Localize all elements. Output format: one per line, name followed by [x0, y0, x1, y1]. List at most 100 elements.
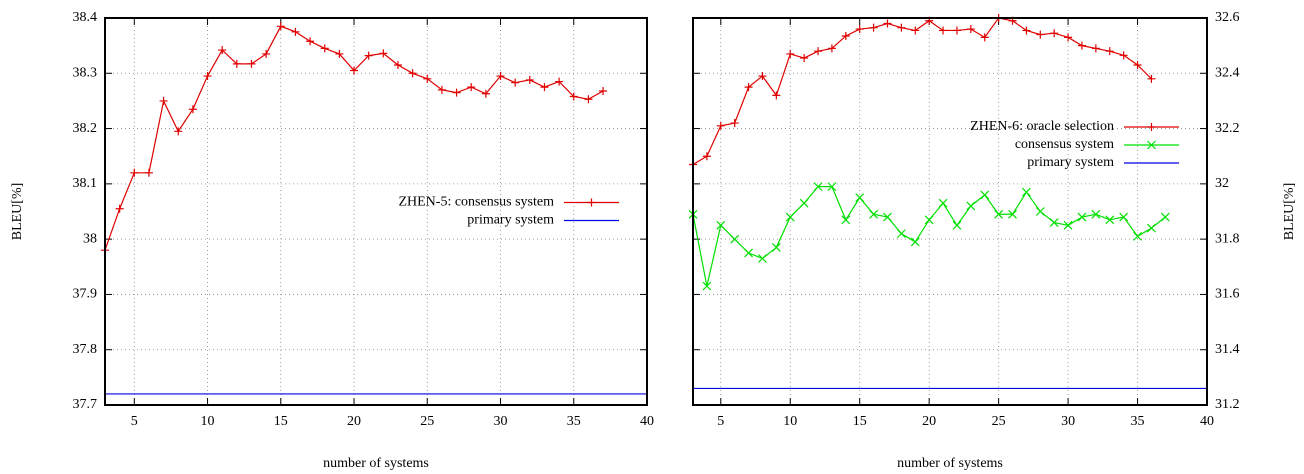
- marker: [511, 78, 520, 87]
- marker: [855, 193, 865, 203]
- marker: [869, 23, 878, 32]
- plot-frame: [104, 17, 648, 406]
- marker: [1119, 51, 1128, 60]
- marker: [1133, 60, 1142, 69]
- marker: [758, 254, 767, 263]
- y-tick-label: 31.4: [1215, 342, 1240, 357]
- series: [101, 22, 608, 255]
- x-tick-label: 35: [1131, 414, 1145, 429]
- marker: [980, 190, 990, 200]
- marker: [1077, 212, 1087, 222]
- marker: [1160, 212, 1170, 222]
- marker: [1008, 209, 1017, 219]
- marker: [785, 212, 795, 222]
- y-tick-label: 37.8: [73, 342, 98, 357]
- x-tick-label: 35: [567, 414, 581, 429]
- marker: [1036, 30, 1045, 39]
- x-tick-label: 10: [783, 414, 797, 429]
- marker: [1147, 223, 1156, 233]
- marker: [408, 69, 417, 78]
- marker: [584, 95, 593, 104]
- y-tick-label: 31.2: [1215, 397, 1240, 412]
- marker: [800, 54, 809, 63]
- marker: [924, 215, 934, 225]
- marker: [1049, 218, 1059, 227]
- x-tick-label: 5: [131, 414, 138, 429]
- marker: [1147, 74, 1156, 83]
- marker: [203, 72, 212, 81]
- marker: [841, 215, 851, 225]
- marker: [188, 105, 197, 114]
- marker: [335, 49, 344, 58]
- x-tick-label: 40: [640, 414, 654, 429]
- x-axis-label: number of systems: [323, 456, 429, 471]
- marker: [393, 60, 402, 69]
- series: [689, 14, 1156, 169]
- marker: [364, 51, 373, 60]
- marker: [1091, 209, 1101, 219]
- y-tick-label: 32.6: [1215, 10, 1240, 25]
- marker: [276, 22, 285, 31]
- x-tick-label: 30: [494, 414, 508, 429]
- y-tick-label: 37.9: [73, 287, 98, 302]
- x-tick-label: 30: [1061, 414, 1075, 429]
- marker: [1147, 140, 1156, 150]
- marker: [525, 75, 534, 84]
- marker: [883, 19, 892, 28]
- x-tick-label: 25: [992, 414, 1006, 429]
- marker: [218, 46, 227, 55]
- x-tick-label: 10: [201, 414, 215, 429]
- y-tick-label: 38.1: [73, 176, 98, 191]
- y-tick-label: 31.6: [1215, 287, 1240, 302]
- legend-label: ZHEN-5: consensus system: [398, 195, 554, 210]
- series-line: [692, 186, 1166, 287]
- marker: [910, 237, 920, 247]
- marker: [939, 26, 948, 35]
- marker: [813, 182, 823, 192]
- marker: [1091, 44, 1100, 53]
- marker: [994, 209, 1004, 219]
- marker: [1077, 41, 1086, 50]
- marker: [481, 89, 490, 98]
- marker: [159, 96, 168, 105]
- marker: [716, 121, 725, 130]
- marker: [814, 47, 823, 56]
- marker: [174, 127, 183, 136]
- marker: [1063, 220, 1073, 230]
- marker: [938, 198, 948, 208]
- marker: [911, 26, 920, 35]
- legend-label: ZHEN-6: oracle selection: [970, 119, 1114, 134]
- marker: [437, 85, 446, 94]
- marker: [350, 66, 359, 75]
- marker: [291, 27, 300, 36]
- marker: [540, 83, 549, 92]
- marker: [599, 86, 608, 95]
- marker: [744, 83, 753, 92]
- marker: [841, 31, 850, 40]
- y-tick-label: 38.4: [73, 10, 98, 25]
- y-tick-label: 32.2: [1215, 121, 1240, 136]
- marker: [758, 72, 767, 81]
- marker: [320, 44, 329, 53]
- marker: [1133, 231, 1142, 241]
- marker: [772, 91, 781, 100]
- series-line: [692, 17, 1152, 166]
- marker: [144, 168, 153, 177]
- marker: [716, 220, 726, 230]
- marker: [587, 198, 596, 207]
- legend-label: consensus system: [1015, 137, 1114, 152]
- marker: [306, 37, 315, 46]
- y-axis-label: BLEU[%]: [1282, 183, 1297, 241]
- marker: [115, 204, 124, 213]
- marker: [1035, 207, 1045, 216]
- marker: [730, 234, 740, 244]
- marker: [952, 220, 962, 230]
- marker: [379, 49, 388, 58]
- marker: [1050, 29, 1059, 38]
- x-tick-label: 15: [274, 414, 288, 429]
- marker: [897, 23, 906, 32]
- marker: [247, 59, 256, 68]
- legend-label: primary system: [467, 213, 554, 228]
